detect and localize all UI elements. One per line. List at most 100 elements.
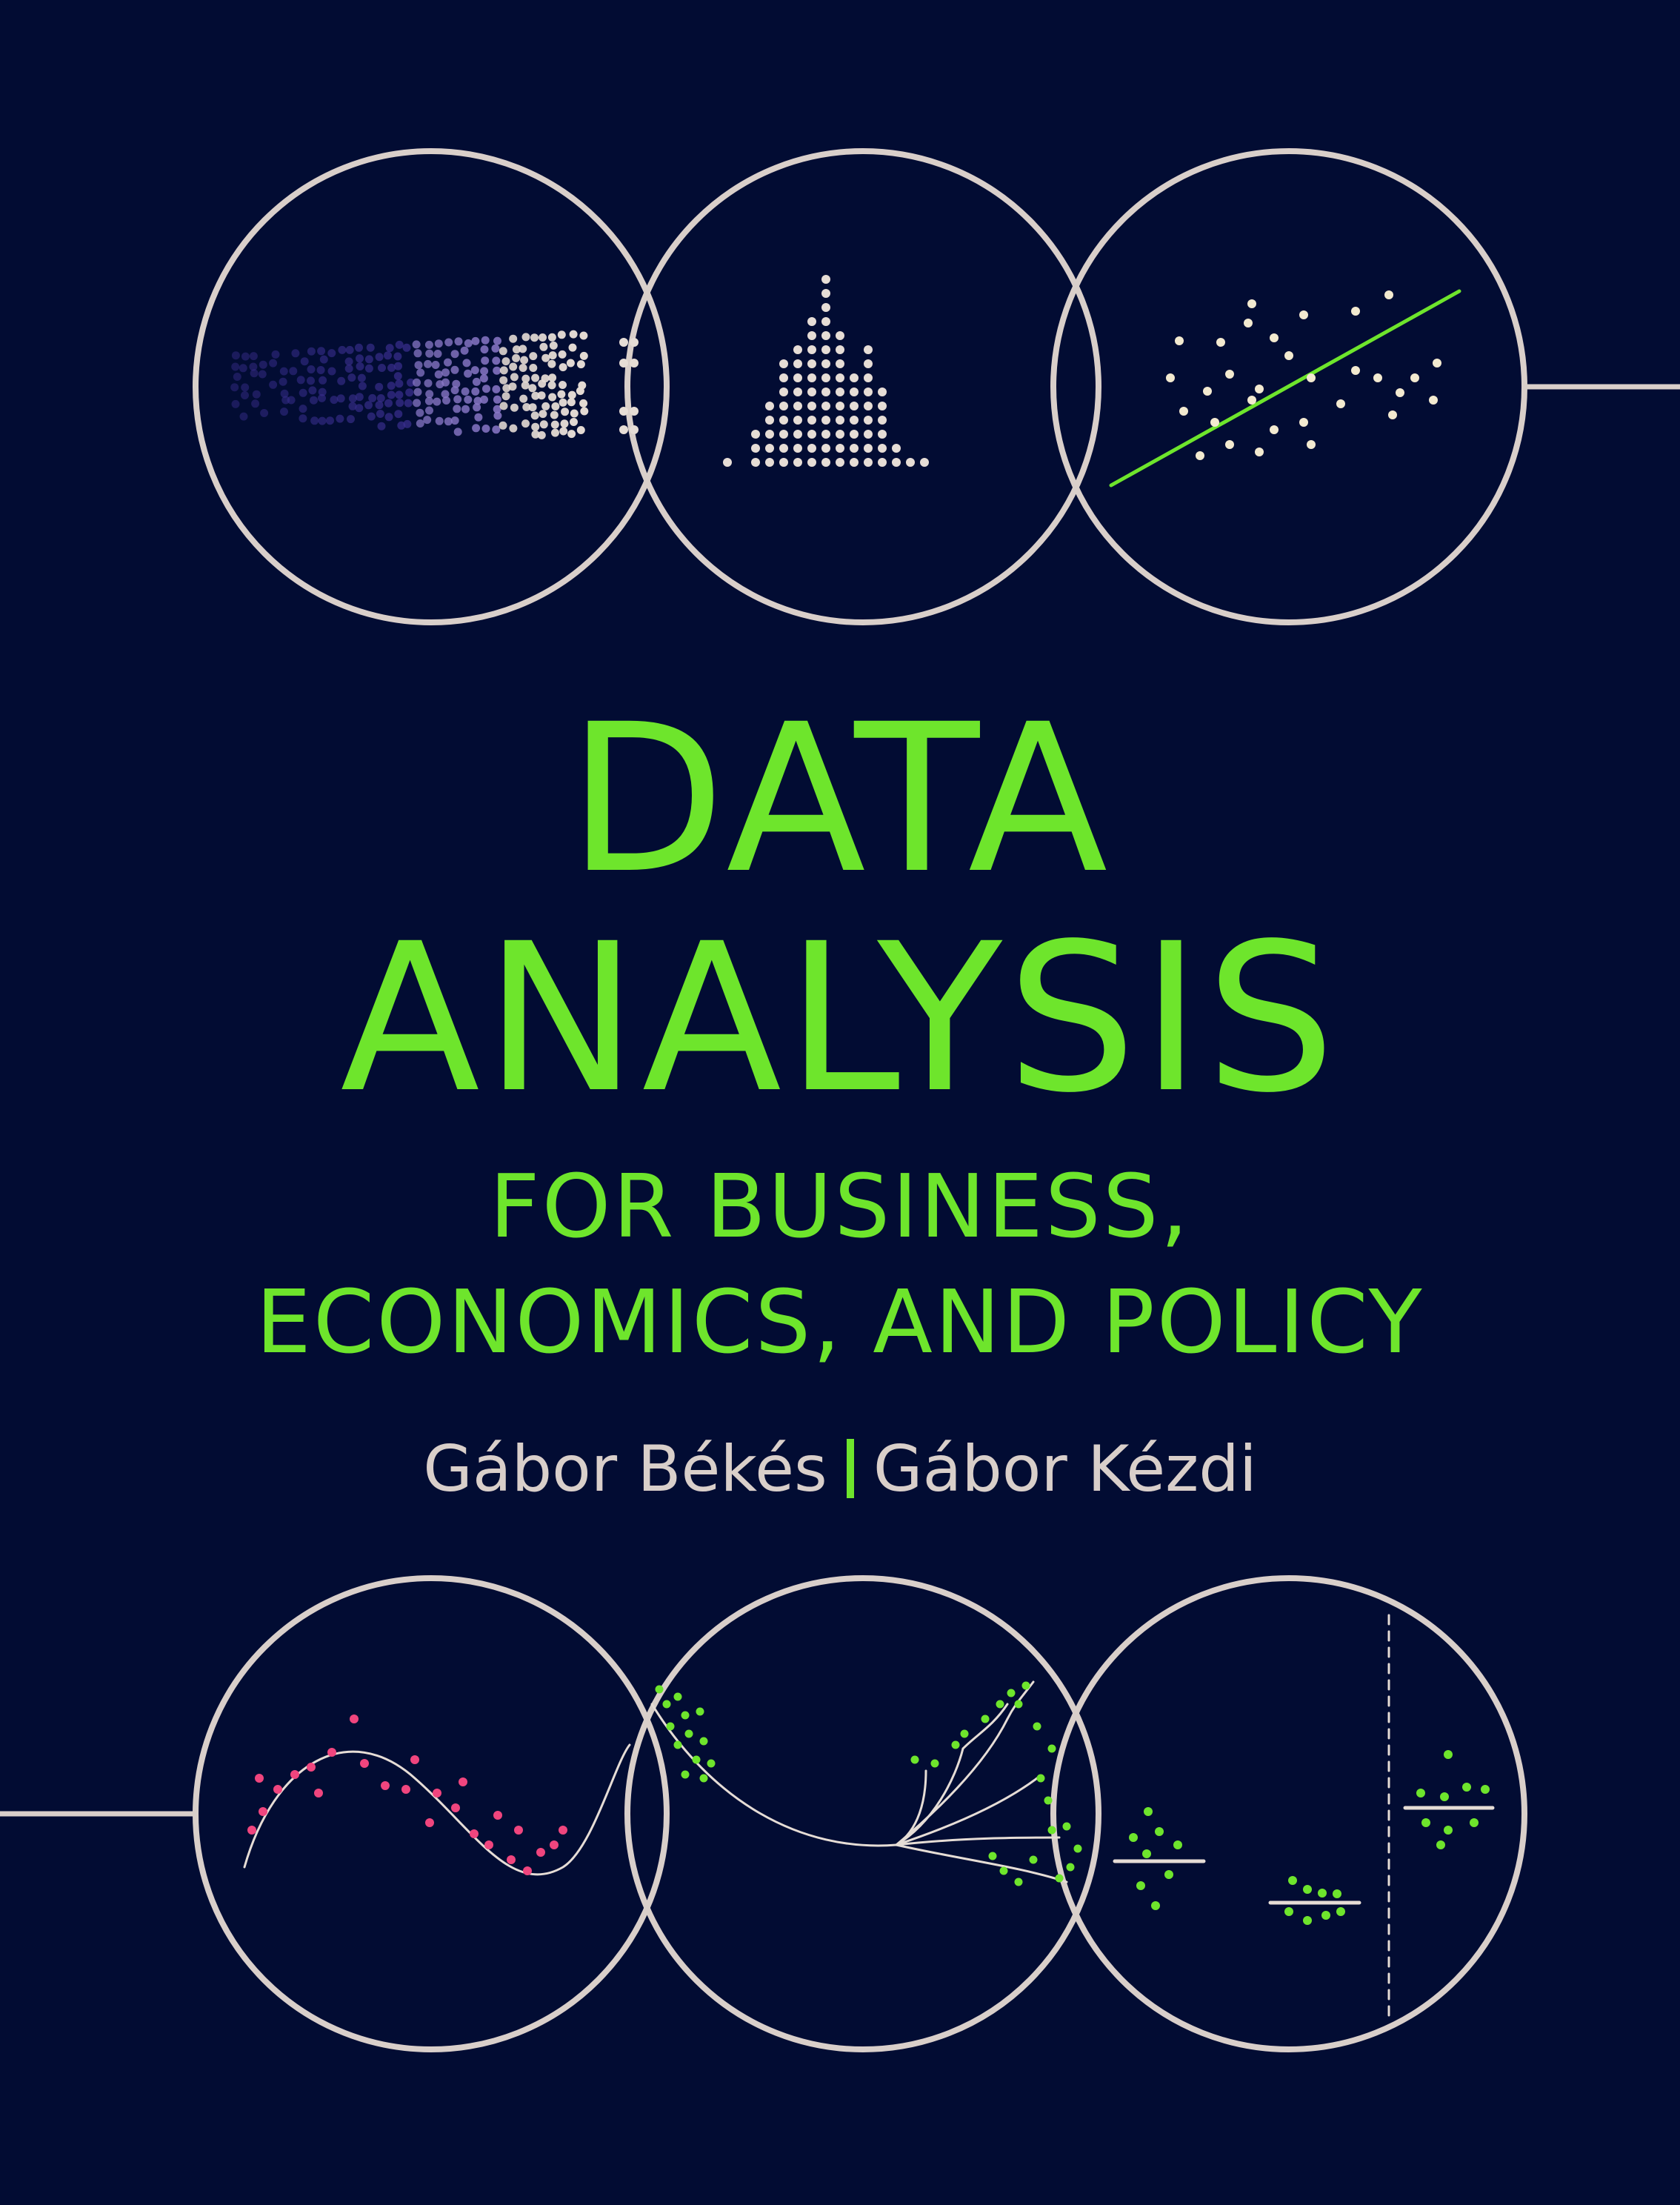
illustration-dot (996, 1700, 1004, 1709)
illustration-dot (442, 396, 450, 405)
illustration-dot (836, 416, 844, 425)
circle-top-center (624, 148, 1101, 625)
subtitle-line-2: ECONOMICS, AND POLICY (256, 1271, 1424, 1373)
illustration-dot (431, 361, 440, 369)
illustration-dot (850, 388, 859, 396)
illustration-dot (492, 425, 501, 434)
illustration-dot (723, 458, 732, 467)
illustration-dot (951, 1740, 960, 1749)
illustration-dot (559, 398, 567, 407)
illustration-dot (779, 359, 788, 368)
illustration-dot (484, 1840, 493, 1849)
illustration-dot (570, 409, 579, 418)
illustration-dot (807, 373, 816, 382)
illustration-dot (249, 362, 258, 371)
illustration-dot (444, 338, 453, 347)
illustration-dot (308, 386, 317, 395)
illustration-dot (423, 416, 432, 425)
illustration-dot (461, 405, 470, 413)
illustration-dot (793, 458, 802, 467)
illustration-dot (779, 388, 788, 396)
illustration-dot (470, 1829, 479, 1838)
illustration-dot (269, 380, 278, 389)
illustration-dot (290, 1770, 299, 1779)
illustration-dot (531, 373, 540, 382)
illustration-dot (821, 430, 830, 439)
illustration-dot (473, 396, 482, 405)
illustration-dot (279, 367, 288, 376)
illustration-dot (1210, 418, 1219, 427)
illustration-dot (433, 1789, 441, 1797)
illustration-dot (425, 349, 434, 358)
illustration-dot (393, 372, 402, 381)
illustration-dot (403, 419, 412, 428)
illustration-dot (1462, 1783, 1471, 1792)
illustration-dot (539, 333, 547, 342)
illustration-dot (509, 424, 518, 433)
illustration-dot (230, 383, 239, 392)
illustration-dot (910, 1755, 919, 1764)
histogram-icon (723, 275, 929, 467)
illustration-dot (395, 390, 404, 399)
illustration-dot (531, 430, 540, 439)
author-separator (846, 1439, 854, 1498)
illustration-dot (344, 357, 353, 366)
illustration-dot (250, 369, 259, 378)
illustration-dot (258, 370, 267, 379)
illustration-dot (850, 444, 859, 453)
illustration-dot (779, 444, 788, 453)
illustration-dot (779, 402, 788, 410)
illustration-dot (793, 444, 802, 453)
illustration-dot (472, 424, 481, 433)
illustration-dot (1416, 1789, 1425, 1797)
illustration-dot (537, 391, 546, 400)
illustration-dot (375, 382, 384, 391)
subtitle-line-1: FOR BUSINESS, (489, 1155, 1191, 1257)
illustration-line (895, 1717, 1009, 1846)
illustration-dot (472, 377, 481, 386)
illustration-dot (550, 420, 559, 429)
illustration-dot (519, 345, 527, 353)
illustration-dot (707, 1759, 716, 1768)
illustration-dot (559, 363, 567, 372)
illustration-dot (681, 1770, 690, 1779)
illustration-dot (471, 336, 480, 345)
illustration-dot (1255, 385, 1264, 393)
illustration-dot (1299, 418, 1308, 427)
illustration-dot (344, 365, 353, 373)
illustration-dot (307, 365, 316, 373)
illustration-dot (425, 406, 433, 415)
illustration-dot (684, 1729, 693, 1738)
illustration-dot (1333, 1889, 1341, 1898)
illustration-dot (1036, 1774, 1045, 1783)
illustration-dot (547, 359, 556, 368)
illustration-dot (413, 349, 422, 358)
illustration-dot (850, 416, 859, 425)
illustration-dot (1384, 290, 1393, 299)
illustration-dot (807, 359, 816, 368)
illustration-dot (666, 1722, 675, 1731)
illustration-dot (424, 359, 433, 368)
dot-grid-scatter-icon (230, 330, 639, 439)
illustration-dot (454, 337, 463, 346)
illustration-dot (425, 1818, 434, 1827)
illustration-dot (906, 458, 915, 467)
illustration-dot (280, 389, 289, 398)
illustration-dot (570, 418, 578, 426)
illustration-dot (765, 458, 774, 467)
illustration-dot (1270, 425, 1279, 434)
illustration-dot (416, 419, 424, 428)
illustration-dot (499, 347, 507, 356)
illustration-dot (347, 415, 355, 424)
illustration-dot (441, 390, 450, 399)
illustration-dot (404, 399, 413, 408)
illustration-dot (836, 402, 844, 410)
illustration-dot (364, 364, 373, 373)
illustration-dot (316, 366, 325, 374)
illustration-dot (630, 338, 639, 347)
illustration-dot (299, 414, 307, 423)
illustration-dot (1481, 1785, 1490, 1794)
illustration-dot (821, 458, 830, 467)
illustration-dot (981, 1715, 990, 1723)
illustration-dot (850, 430, 859, 439)
